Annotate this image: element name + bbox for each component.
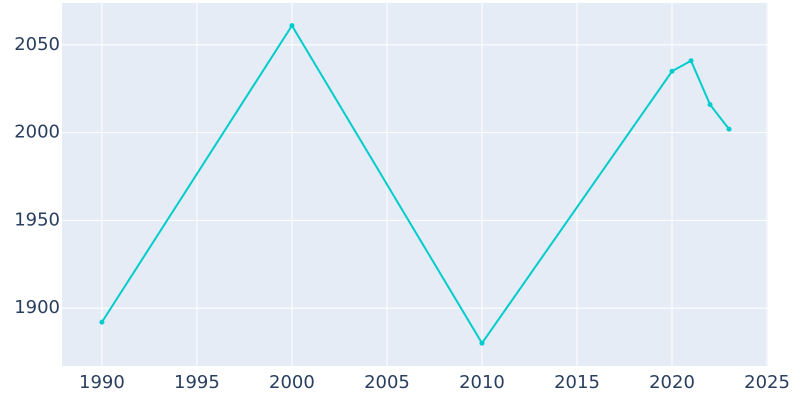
x-tick-label: 1995 [174, 372, 220, 393]
x-tick-label: 2005 [364, 372, 410, 393]
x-tick-label: 2015 [554, 372, 600, 393]
point [479, 340, 485, 346]
x-tick-label: 2010 [459, 372, 505, 393]
point [289, 23, 295, 29]
point [669, 68, 675, 74]
x-tick-label: 2000 [269, 372, 315, 393]
y-tick-label: 2050 [14, 34, 60, 55]
point [707, 102, 713, 108]
y-tick-label: 1950 [14, 209, 60, 230]
y-tick-label: 1900 [14, 297, 60, 318]
point [726, 126, 732, 132]
y-tick-label: 2000 [14, 122, 60, 143]
x-tick-label: 2025 [744, 372, 790, 393]
point [688, 58, 694, 64]
x-tick-label: 1990 [79, 372, 125, 393]
plot-background [62, 3, 768, 366]
point [99, 319, 105, 325]
x-tick-label: 2020 [649, 372, 695, 393]
